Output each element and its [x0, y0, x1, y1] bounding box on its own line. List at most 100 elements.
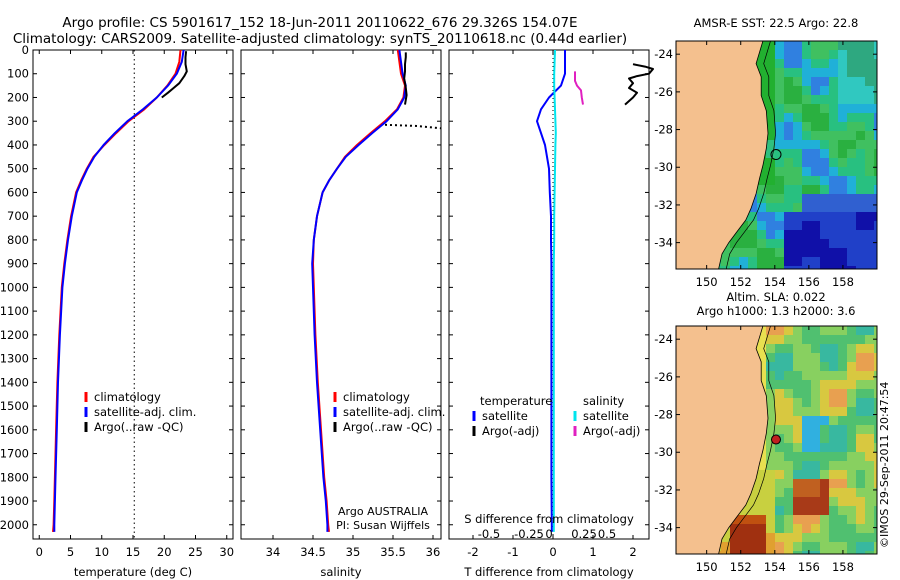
map-cell — [874, 407, 877, 417]
series-salinity-satellite — [552, 49, 557, 532]
map-cell — [802, 371, 812, 381]
map-cell — [766, 344, 776, 354]
map-cell — [784, 122, 794, 132]
map-cell — [829, 86, 839, 96]
x-tick-label: 0 — [549, 545, 556, 559]
map-cell — [847, 230, 857, 240]
top-axis-tick-label: 0.5 — [598, 527, 616, 541]
map-cell — [793, 104, 803, 114]
map-cell — [838, 479, 848, 489]
map-cell — [874, 167, 877, 177]
map-cell — [739, 239, 749, 249]
map-cell — [811, 230, 821, 240]
map-y-tick-label: -34 — [654, 521, 673, 535]
map-cell — [838, 497, 848, 507]
y-tick-label: 200 — [7, 90, 29, 104]
map-cell — [793, 176, 803, 186]
map-cell — [793, 113, 803, 123]
map-cell — [847, 140, 857, 150]
map-cell — [865, 533, 875, 543]
map-cell — [829, 416, 839, 426]
map-cell — [856, 380, 866, 390]
panel-difference: -2 -1 0 1 2 T difference from climatology temp… — [448, 49, 654, 579]
map-cell — [793, 221, 803, 231]
map-cell — [847, 113, 857, 123]
map-cell — [856, 353, 866, 363]
map-cell — [829, 257, 839, 267]
map-cell — [784, 131, 794, 141]
map-cell — [775, 371, 785, 381]
map-cell — [829, 434, 839, 444]
panel-salinity: 34 34.5 35 35.5 36 salinity climatologysatelli… — [240, 49, 445, 579]
map-cell — [802, 194, 812, 204]
map-cell — [757, 353, 767, 363]
map-cell — [757, 335, 767, 345]
legend-label: Argo(-adj) — [583, 424, 640, 438]
map-cell — [766, 542, 776, 552]
y-tick-label: 1700 — [0, 447, 29, 461]
map-cell — [775, 185, 785, 195]
map-cell — [838, 221, 848, 231]
sla-map-title-line2: Argo h1000: 1.3 h2000: 3.6 — [696, 304, 856, 318]
map-cell — [766, 122, 776, 132]
map-cell — [865, 551, 875, 554]
map-cell — [820, 212, 830, 222]
map-cell — [865, 95, 875, 105]
map-cell — [802, 230, 812, 240]
map-cell — [847, 167, 857, 177]
map-cell — [847, 434, 857, 444]
map-cell — [847, 77, 857, 87]
map-cell — [793, 353, 803, 363]
map-cell — [766, 86, 776, 96]
map-cell — [766, 479, 776, 489]
map-cell — [811, 380, 821, 390]
map-cell — [829, 542, 839, 552]
map-cell — [811, 488, 821, 498]
map-cell — [874, 41, 877, 51]
x-axis-label: temperature (deg C) — [74, 565, 192, 579]
map-cell — [784, 488, 794, 498]
map-cell — [874, 86, 877, 96]
map-cell — [784, 95, 794, 105]
map-cell — [793, 488, 803, 498]
map-cell — [784, 248, 794, 258]
map-cell — [784, 158, 794, 168]
map-cell — [775, 443, 785, 453]
map-cell — [874, 326, 877, 336]
map-cell — [766, 533, 776, 543]
map-cell — [775, 551, 785, 554]
map-cell — [784, 86, 794, 96]
map-cell — [766, 362, 776, 372]
map-cell — [829, 335, 839, 345]
map-cell — [721, 533, 731, 543]
map-cell — [847, 452, 857, 462]
map-cell — [865, 257, 875, 267]
map-cell — [838, 140, 848, 150]
map-cell — [766, 407, 776, 417]
map-cell — [820, 551, 830, 554]
map-cell — [874, 194, 877, 204]
map-cell — [838, 95, 848, 105]
map-cell — [748, 497, 758, 507]
map-cell — [775, 149, 785, 159]
annotation-line: PI: Susan Wijffels — [336, 519, 430, 532]
map-cell — [775, 140, 785, 150]
map-cell — [847, 176, 857, 186]
map-cell — [838, 158, 848, 168]
map-cell — [847, 86, 857, 96]
map-cell — [874, 515, 877, 525]
map-cell — [829, 221, 839, 231]
map-cell — [784, 77, 794, 87]
map-cell — [793, 443, 803, 453]
map-cell — [811, 551, 821, 554]
map-cell — [784, 533, 794, 543]
map-cell — [865, 86, 875, 96]
map-cell — [820, 362, 830, 372]
map-cell — [865, 266, 875, 269]
map-cell — [874, 551, 877, 554]
map-cell — [829, 380, 839, 390]
map-cell — [856, 131, 866, 141]
map-cell — [856, 461, 866, 471]
map-cell — [865, 524, 875, 534]
map-cell — [865, 77, 875, 87]
